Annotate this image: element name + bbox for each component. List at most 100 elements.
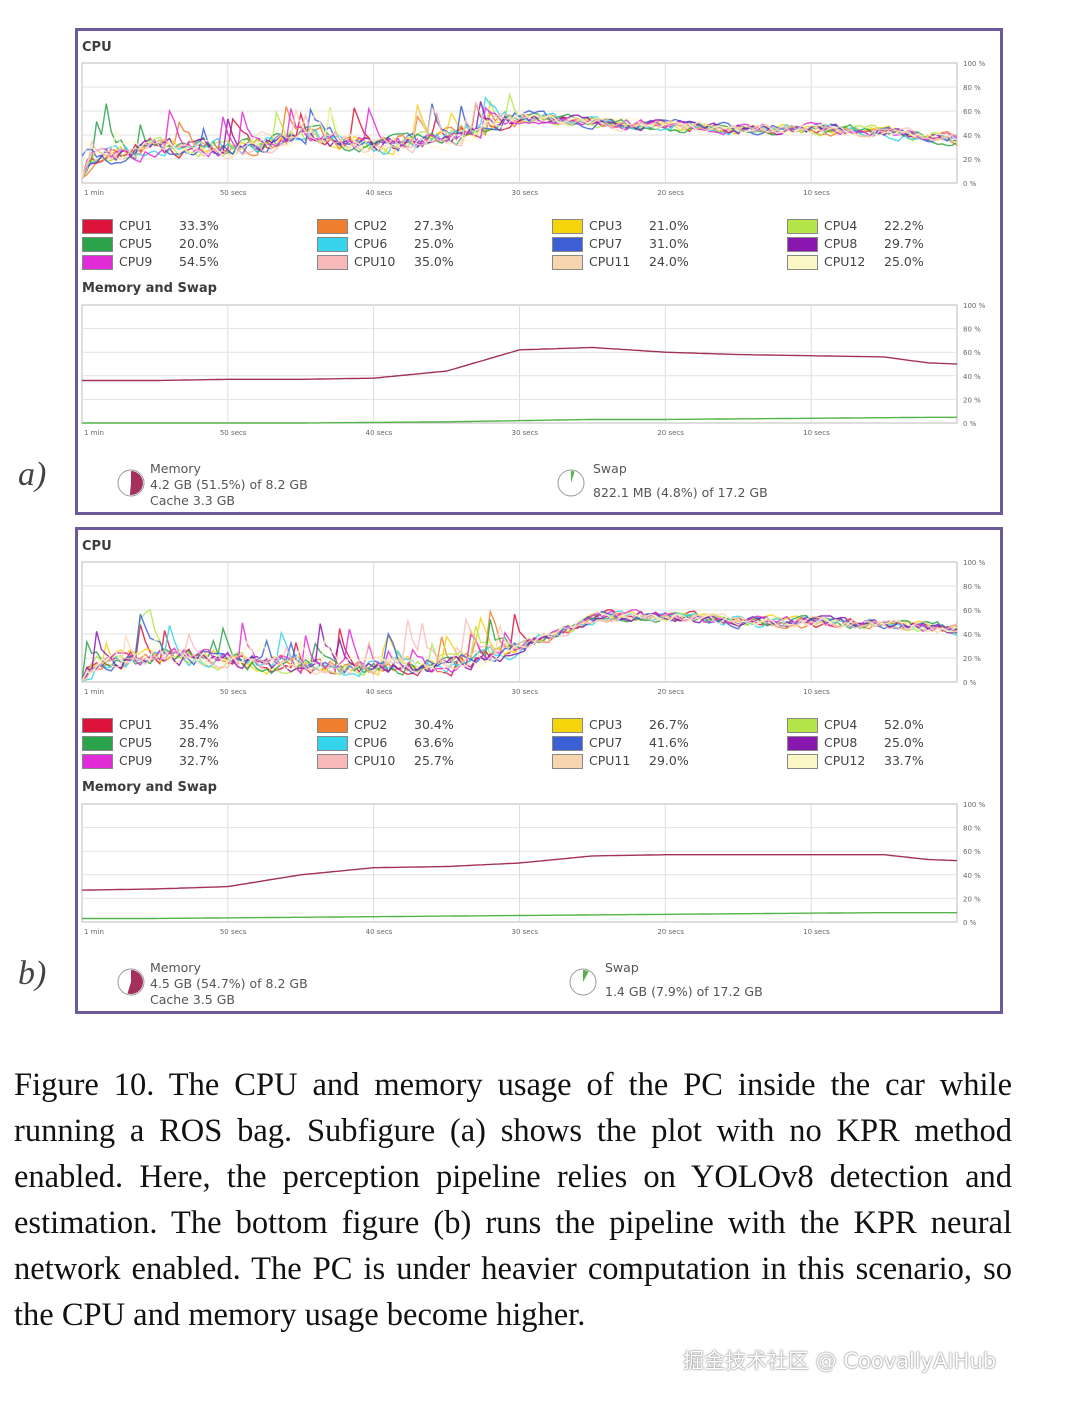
y-tick-label: 0 % [963,919,977,927]
cpu-value: 32.7% [179,753,219,768]
cpu-name: CPU2 [354,218,388,233]
cpu-value: 25.0% [884,254,924,269]
cpu-value: 33.3% [179,218,219,233]
cpu-series-line-12 [81,106,958,179]
y-tick-label: 80 % [963,84,981,92]
cpu-legend: CPU1 33.3% CPU2 27.3% CPU3 21.0% CPU4 22.2% CPU5… [82,218,982,274]
swap-series-line [82,416,957,424]
cpu-series-line-9 [81,608,958,682]
color-swatch [317,255,348,270]
cpu-name: CPU12 [824,254,866,269]
color-swatch [787,754,818,769]
color-swatch [82,718,113,733]
memory-label: Memory [150,461,201,476]
x-tick-label: 30 secs [512,688,539,696]
cpu-series-line-7 [81,103,958,165]
memory-section-title: Memory and Swap [82,780,217,795]
color-swatch [82,255,113,270]
subfigure-label-b: b) [18,955,47,992]
cpu-name: CPU6 [354,236,388,251]
swap-info: Swap 1.4 GB (7.9%) of 17.2 GB [605,960,763,1000]
swap-pie-fill [583,970,589,982]
x-tick-label: 50 secs [220,688,247,696]
x-tick-label: 20 secs [657,688,684,696]
x-tick-label: 50 secs [220,928,247,936]
y-tick-label: 80 % [963,825,981,833]
cpu-value: 28.7% [179,735,219,750]
y-tick-label: 100 % [963,60,986,68]
cpu-name: CPU10 [354,753,396,768]
cpu-series-line-9 [81,106,958,179]
cpu-value: 33.7% [884,753,924,768]
y-tick-label: 40 % [963,872,981,880]
memory-cache: Cache 3.3 GB [150,493,235,508]
cpu-series-line-10 [81,613,958,682]
cpu-name: CPU8 [824,236,858,251]
memory-history-chart: 100 % 80 % 60 % 40 % 20 % 0 % 1 min 50 secs 40 s… [81,302,986,437]
x-tick-label: 10 secs [803,688,830,696]
color-swatch [317,736,348,751]
cpu-value: 20.0% [179,236,219,251]
cpu-name: CPU9 [119,254,153,269]
x-tick-label: 10 secs [803,189,830,197]
cpu-value: 54.5% [179,254,219,269]
cpu-name: CPU9 [119,753,153,768]
memory-pie-icon [117,968,145,996]
y-tick-label: 20 % [963,895,981,903]
cpu-value: 21.0% [649,218,689,233]
x-tick-label: 50 secs [220,189,247,197]
color-swatch [552,754,583,769]
cpu-value: 29.7% [884,236,924,251]
cpu-legend: CPU1 35.4% CPU2 30.4% CPU3 26.7% CPU4 52.0% CPU5… [82,717,982,773]
cpu-name: CPU5 [119,735,153,750]
cpu-history-chart: 100 % 80 % 60 % 40 % 20 % 0 % 1 min 50 secs 40 s… [81,60,986,197]
x-tick-label: 40 secs [366,688,393,696]
memory-pie-icon [117,469,145,497]
cpu-section-title: CPU [82,40,112,55]
cpu-name: CPU6 [354,735,388,750]
x-tick-label: 20 secs [657,429,684,437]
x-tick-label: 50 secs [220,429,247,437]
cpu-value: 35.0% [414,254,454,269]
color-swatch [787,255,818,270]
cpu-value: 31.0% [649,236,689,251]
cpu-value: 25.7% [414,753,454,768]
cpu-value: 27.3% [414,218,454,233]
memory-info: Memory 4.5 GB (54.7%) of 8.2 GB Cache 3.… [150,960,308,1008]
memory-section-title: Memory and Swap [82,281,217,296]
cpu-name: CPU7 [589,735,623,750]
x-tick-label: 20 secs [657,189,684,197]
cpu-name: CPU7 [589,236,623,251]
cpu-value: 41.6% [649,735,689,750]
color-swatch [82,754,113,769]
cpu-series-line-12 [81,611,958,682]
cpu-name: CPU10 [354,254,396,269]
memory-usage: 4.5 GB (54.7%) of 8.2 GB [150,976,308,991]
cpu-value: 25.0% [884,735,924,750]
swap-info: Swap 822.1 MB (4.8%) of 17.2 GB [593,461,768,501]
memory-series-line [82,346,958,382]
color-swatch [552,736,583,751]
y-tick-label: 100 % [963,801,986,809]
memory-usage: 4.2 GB (51.5%) of 8.2 GB [150,477,308,492]
x-tick-label: 20 secs [657,928,684,936]
cpu-value: 24.0% [649,254,689,269]
x-tick-label: 30 secs [512,189,539,197]
cpu-value: 25.0% [414,236,454,251]
y-tick-label: 100 % [963,302,986,310]
y-tick-label: 0 % [963,679,977,687]
cpu-value: 29.0% [649,753,689,768]
y-tick-label: 80 % [963,583,981,591]
color-swatch [787,736,818,751]
cpu-name: CPU5 [119,236,153,251]
cpu-value: 35.4% [179,717,219,732]
swap-label: Swap [593,461,627,476]
cpu-series-line-8 [81,610,958,682]
memory-label: Memory [150,960,201,975]
cpu-name: CPU11 [589,753,631,768]
color-swatch [82,237,113,252]
memory-pie-fill [129,471,143,495]
cpu-series-line-11 [81,611,958,682]
memory-grid [81,304,958,424]
x-tick-label: 1 min [84,429,104,437]
